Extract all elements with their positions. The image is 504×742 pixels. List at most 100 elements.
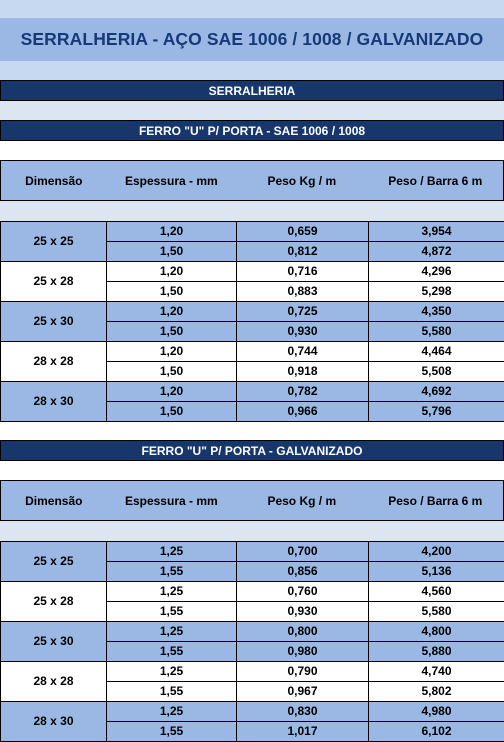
thickness-cell: 1,55 xyxy=(107,722,237,742)
weight-per-bar-cell: 3,954 xyxy=(369,222,504,242)
header-espessura: Espessura - mm xyxy=(107,174,236,188)
weight-per-meter-cell: 0,856 xyxy=(237,562,369,582)
weight-per-bar-cell: 5,802 xyxy=(369,682,504,702)
thickness-cell: 1,50 xyxy=(107,282,237,302)
weight-per-bar-cell: 5,508 xyxy=(369,362,504,382)
weight-per-meter-cell: 0,760 xyxy=(237,582,369,602)
weight-per-bar-cell: 4,980 xyxy=(369,702,504,722)
weight-per-bar-cell: 5,136 xyxy=(369,562,504,582)
section-title-bar: SERRALHERIA xyxy=(0,80,504,101)
weight-per-meter-cell: 0,918 xyxy=(237,362,369,382)
weight-per-bar-cell: 4,740 xyxy=(369,662,504,682)
header-peso-kg-m: Peso Kg / m xyxy=(236,174,367,188)
page-title: SERRALHERIA - AÇO SAE 1006 / 1008 / GALV… xyxy=(0,18,504,61)
title-band: SERRALHERIA - AÇO SAE 1006 / 1008 / GALV… xyxy=(0,0,504,80)
thickness-cell: 1,50 xyxy=(107,402,237,422)
weight-per-bar-cell: 4,200 xyxy=(369,542,504,562)
weight-per-bar-cell: 4,872 xyxy=(369,242,504,262)
weight-per-bar-cell: 4,350 xyxy=(369,302,504,322)
weight-per-meter-cell: 0,800 xyxy=(237,622,369,642)
weight-per-meter-cell: 0,700 xyxy=(237,542,369,562)
spacer xyxy=(0,521,504,541)
weight-per-meter-cell: 0,930 xyxy=(237,602,369,622)
dimension-cell: 25 x 30 xyxy=(1,622,107,662)
weight-per-bar-cell: 5,580 xyxy=(369,602,504,622)
dimension-cell: 28 x 30 xyxy=(1,702,107,742)
table-title-sae: FERRO "U" P/ PORTA - SAE 1006 / 1008 xyxy=(0,120,504,141)
thickness-cell: 1,25 xyxy=(107,702,237,722)
weight-per-meter-cell: 0,725 xyxy=(237,302,369,322)
thickness-cell: 1,25 xyxy=(107,542,237,562)
dimension-cell: 28 x 28 xyxy=(1,662,107,702)
weight-per-meter-cell: 0,782 xyxy=(237,382,369,402)
weight-per-bar-cell: 4,296 xyxy=(369,262,504,282)
header-dimensao: Dimensão xyxy=(1,494,107,508)
thickness-cell: 1,20 xyxy=(107,342,237,362)
thickness-cell: 1,20 xyxy=(107,382,237,402)
weight-per-bar-cell: 5,880 xyxy=(369,642,504,662)
spacer xyxy=(0,201,504,221)
weight-per-bar-cell: 5,298 xyxy=(369,282,504,302)
thickness-cell: 1,55 xyxy=(107,602,237,622)
weight-per-bar-cell: 4,464 xyxy=(369,342,504,362)
thickness-cell: 1,25 xyxy=(107,622,237,642)
thickness-cell: 1,50 xyxy=(107,362,237,382)
weight-per-meter-cell: 0,967 xyxy=(237,682,369,702)
header-peso-kg-m: Peso Kg / m xyxy=(236,494,367,508)
table-header-sae: Dimensão Espessura - mm Peso Kg / m Peso… xyxy=(0,160,504,201)
thickness-cell: 1,55 xyxy=(107,682,237,702)
weight-per-meter-cell: 0,659 xyxy=(237,222,369,242)
thickness-cell: 1,25 xyxy=(107,582,237,602)
weight-per-bar-cell: 5,580 xyxy=(369,322,504,342)
dimension-cell: 25 x 28 xyxy=(1,262,107,302)
weight-per-meter-cell: 0,812 xyxy=(237,242,369,262)
header-dimensao: Dimensão xyxy=(1,174,107,188)
weight-per-meter-cell: 0,744 xyxy=(237,342,369,362)
dimension-cell: 28 x 28 xyxy=(1,342,107,382)
dimension-cell: 25 x 25 xyxy=(1,542,107,582)
weight-per-bar-cell: 4,692 xyxy=(369,382,504,402)
table-header-galvanizado: Dimensão Espessura - mm Peso Kg / m Peso… xyxy=(0,480,504,521)
spacer xyxy=(0,101,504,120)
table-title-galvanizado: FERRO "U" P/ PORTA - GALVANIZADO xyxy=(0,440,504,461)
dimension-cell: 25 x 28 xyxy=(1,582,107,622)
thickness-cell: 1,55 xyxy=(107,562,237,582)
weight-per-meter-cell: 0,930 xyxy=(237,322,369,342)
dimension-cell: 25 x 30 xyxy=(1,302,107,342)
weight-per-meter-cell: 0,716 xyxy=(237,262,369,282)
thickness-cell: 1,50 xyxy=(107,242,237,262)
dimension-cell: 25 x 25 xyxy=(1,222,107,262)
weight-per-meter-cell: 0,883 xyxy=(237,282,369,302)
thickness-cell: 1,25 xyxy=(107,662,237,682)
weight-per-bar-cell: 5,796 xyxy=(369,402,504,422)
thickness-cell: 1,50 xyxy=(107,322,237,342)
thickness-cell: 1,55 xyxy=(107,642,237,662)
header-peso-barra: Peso / Barra 6 m xyxy=(368,494,503,508)
header-espessura: Espessura - mm xyxy=(107,494,236,508)
weight-per-meter-cell: 0,980 xyxy=(237,642,369,662)
dimension-cell: 28 x 30 xyxy=(1,382,107,422)
weight-per-meter-cell: 1,017 xyxy=(237,722,369,742)
weight-per-bar-cell: 6,102 xyxy=(369,722,504,742)
header-peso-barra: Peso / Barra 6 m xyxy=(368,174,503,188)
thickness-cell: 1,20 xyxy=(107,302,237,322)
weight-per-meter-cell: 0,966 xyxy=(237,402,369,422)
thickness-cell: 1,20 xyxy=(107,262,237,282)
weight-per-meter-cell: 0,830 xyxy=(237,702,369,722)
weight-per-meter-cell: 0,790 xyxy=(237,662,369,682)
thickness-cell: 1,20 xyxy=(107,222,237,242)
weight-per-bar-cell: 4,800 xyxy=(369,622,504,642)
